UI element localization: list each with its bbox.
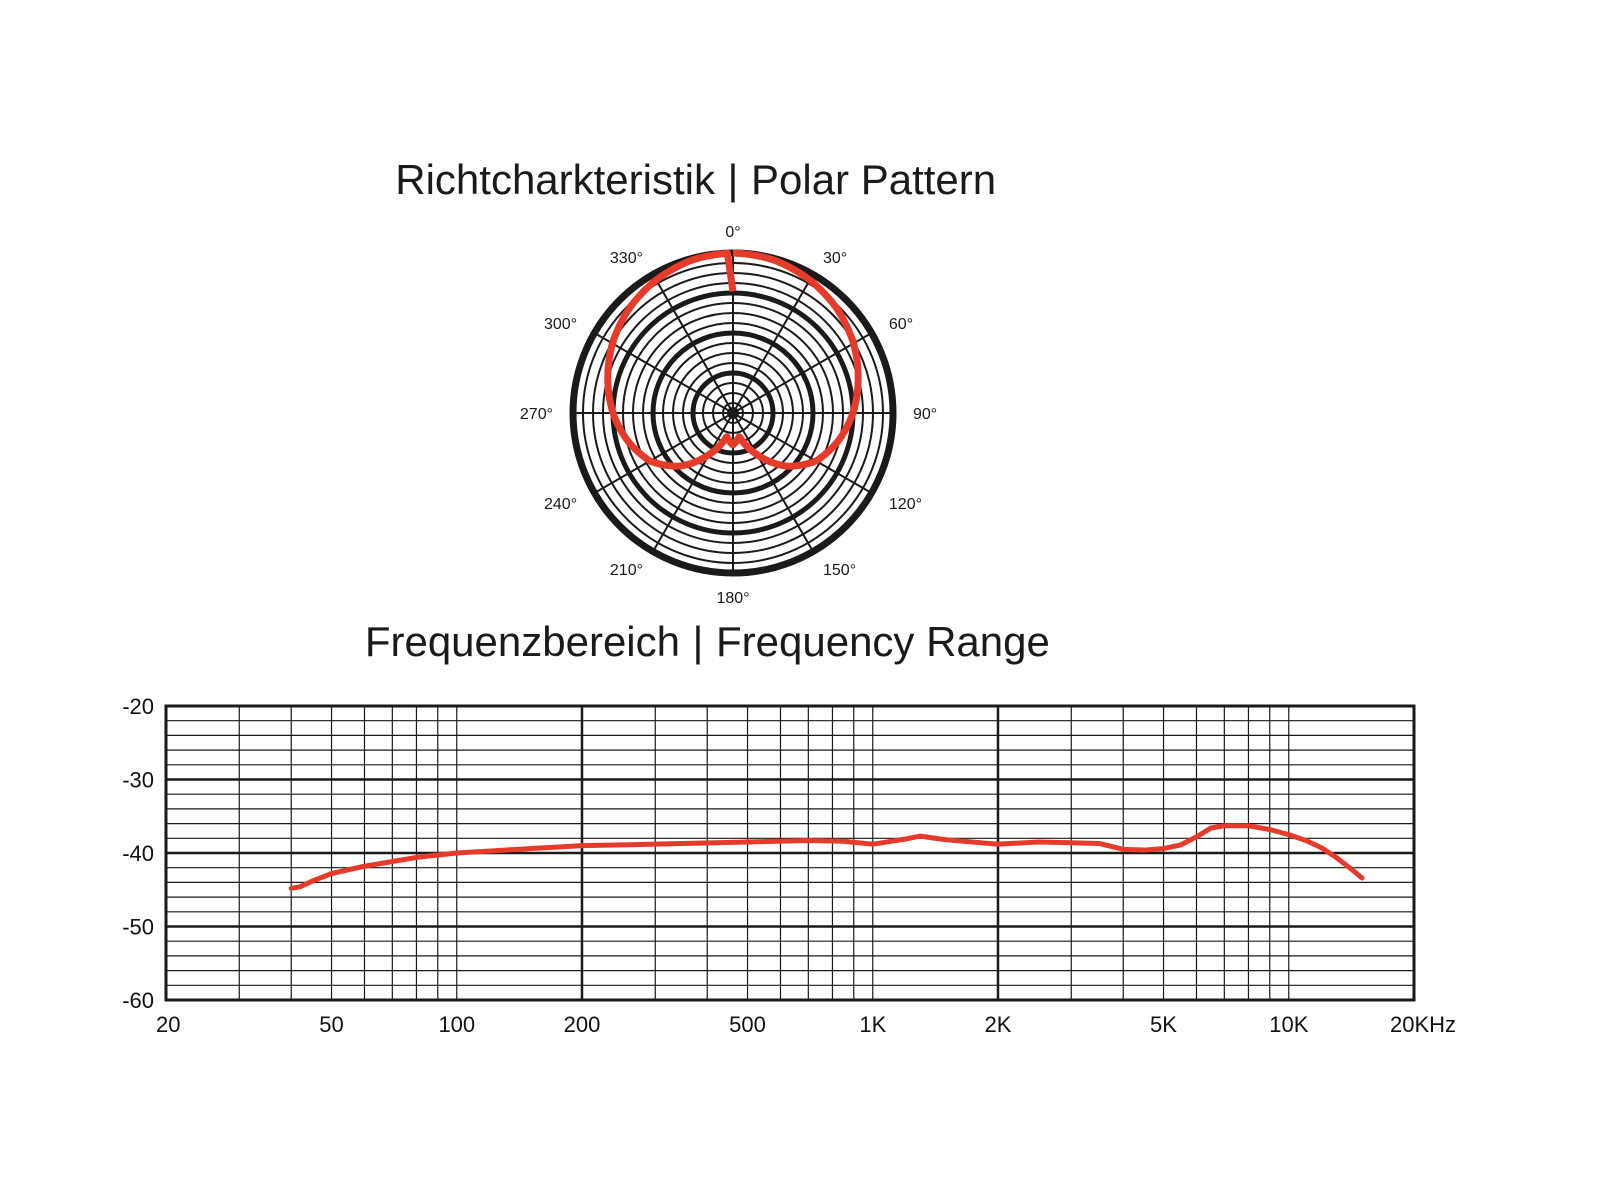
x-tick-label: 20KHz <box>1390 1012 1456 1037</box>
polar-angle-label: 330° <box>610 250 643 267</box>
polar-spoke <box>732 332 873 414</box>
polar-spoke <box>732 412 873 494</box>
plot-frame <box>164 704 1416 1002</box>
polar-angle-label: 240° <box>544 496 577 513</box>
y-tick-label: -50 <box>122 915 154 940</box>
polar-spoke <box>652 412 734 553</box>
x-tick-label: 50 <box>319 1012 343 1037</box>
polar-angle-label: 150° <box>823 562 856 579</box>
x-tick-label: 20 <box>156 1012 180 1037</box>
polar-spoke <box>732 273 814 414</box>
polar-spoke <box>652 273 734 414</box>
polar-angle-label: 90° <box>913 406 937 423</box>
polar-center <box>727 407 739 419</box>
polar-spoke <box>593 412 734 494</box>
polar-angle-label: 120° <box>889 496 922 513</box>
y-tick-label: -40 <box>122 841 154 866</box>
x-tick-label: 500 <box>729 1012 766 1037</box>
polar-title-en: Polar Pattern <box>751 156 996 203</box>
polar-chart: 0° 30° 60° 90° 120° 150° 180° 210° 240° 270° 300° 3… <box>520 224 937 607</box>
polar-angle-label: 30° <box>823 250 847 267</box>
y-tick-label: -60 <box>122 988 154 1013</box>
x-tick-label: 10K <box>1269 1012 1308 1037</box>
frequency-series-line <box>288 823 1365 891</box>
polar-spoke <box>732 412 814 553</box>
frequency-title-en: Frequency Range <box>716 618 1050 665</box>
polar-angle-label: 210° <box>610 562 643 579</box>
x-tick-label: 100 <box>438 1012 475 1037</box>
y-tick-label: -30 <box>122 768 154 793</box>
y-tick-label: -20 <box>122 694 154 719</box>
polar-title-de: Richtcharkteristik <box>395 156 716 203</box>
polar-angle-label: 270° <box>520 406 553 423</box>
frequency-title-separator: | <box>693 618 704 665</box>
x-tick-label: 5K <box>1150 1012 1177 1037</box>
polar-angle-label: 180° <box>716 590 749 607</box>
frequency-title-de: Frequenzbereich <box>365 618 680 665</box>
x-tick-label: 1K <box>859 1012 886 1037</box>
polar-title-separator: | <box>728 156 739 203</box>
x-tick-label: 2K <box>985 1012 1012 1037</box>
polar-spoke <box>593 332 734 414</box>
polar-series-line <box>604 249 862 470</box>
polar-angle-label: 60° <box>889 316 913 333</box>
polar-angle-label: 300° <box>544 316 577 333</box>
x-tick-label: 200 <box>564 1012 601 1037</box>
polar-angle-label: 0° <box>725 224 740 241</box>
